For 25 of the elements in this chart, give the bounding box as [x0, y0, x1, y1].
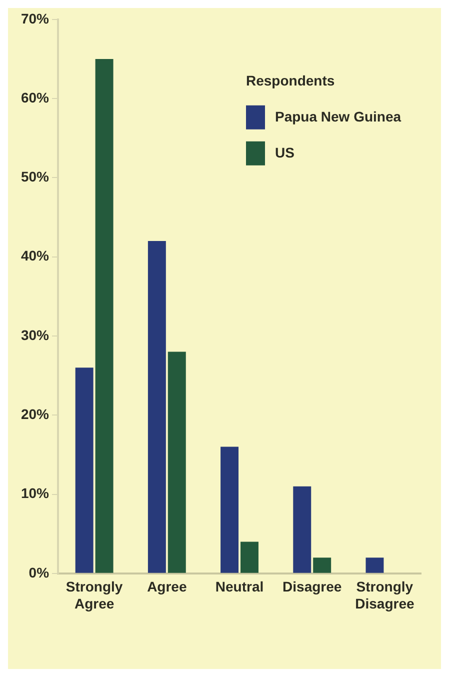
- x-tick-label: Strongly Disagree: [355, 578, 414, 612]
- y-tick-label: 0%: [28, 564, 50, 580]
- bar: [240, 542, 258, 573]
- bar: [313, 558, 332, 573]
- legend-title: Respondents: [246, 72, 335, 88]
- bar: [366, 558, 384, 573]
- y-tick-label: 60%: [20, 89, 50, 106]
- bar: [220, 446, 239, 573]
- x-tick-label: Strongly Agree: [66, 578, 123, 612]
- bar: [95, 58, 114, 573]
- x-tick-label: Disagree: [282, 578, 342, 595]
- bar: [148, 241, 166, 573]
- y-tick-label: 30%: [20, 326, 50, 343]
- y-tick-label: 10%: [20, 485, 50, 502]
- x-tick-label: Agree: [147, 578, 187, 595]
- x-tick-label: Neutral: [215, 578, 264, 595]
- legend-label: US: [275, 144, 294, 160]
- y-tick-label: 50%: [20, 168, 50, 185]
- bar: [168, 352, 186, 573]
- legend-label: Papua New Guinea: [275, 108, 402, 124]
- y-tick-label: 40%: [20, 248, 50, 264]
- bar: [75, 368, 94, 573]
- y-tick-label: 70%: [20, 10, 50, 26]
- y-tick-label: 20%: [20, 406, 50, 422]
- bar: [293, 486, 312, 573]
